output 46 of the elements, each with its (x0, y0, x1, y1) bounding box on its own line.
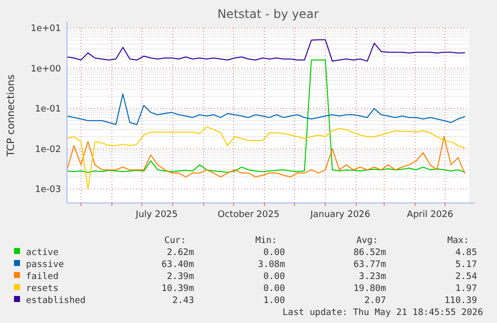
text: Min: (255, 236, 277, 246)
legend-label: established (26, 296, 86, 306)
text: 1.97 (455, 284, 477, 294)
text: 3.23m (358, 272, 386, 282)
text: 1.00 (263, 296, 285, 306)
text: 19.80m (353, 284, 386, 294)
text: 0.00 (263, 248, 285, 258)
y-tick-label: 1e-03 (35, 185, 61, 196)
line-series (66, 60, 466, 173)
text: 4.85 (455, 248, 477, 258)
legend-label: active (26, 248, 59, 258)
text: Avg: (356, 236, 378, 246)
x-tick-label: April 2026 (406, 210, 454, 220)
x-tick-label: July 2025 (134, 210, 178, 220)
text: 2.39m (166, 272, 194, 282)
y-tick-label: 1e+00 (30, 64, 62, 74)
line-series (66, 39, 466, 62)
text: Cur: (164, 236, 186, 246)
text: 10.39m (161, 284, 194, 294)
line-series (66, 93, 466, 126)
text: Max: (447, 236, 469, 246)
text: 3.08m (258, 260, 285, 270)
x-tick-label: October 2025 (218, 210, 280, 220)
y-tick-label: 1e-02 (35, 144, 61, 155)
text: 110.39 (444, 296, 477, 306)
y-axis-title: TCP connections (6, 74, 17, 158)
legend-label: passive (26, 260, 64, 270)
x-tick-label: January 2026 (309, 210, 371, 220)
line-series (66, 126, 466, 190)
text: 2.07 (364, 296, 386, 306)
text: 0.00 (263, 284, 285, 294)
text: 63.77m (353, 260, 386, 270)
text: Last update: Thu May 21 18:45:55 2026 (282, 308, 483, 318)
y-tick-label: 1e+01 (30, 24, 61, 34)
legend-label: resets (26, 284, 59, 294)
text: 86.52m (353, 248, 386, 258)
text: 2.54 (455, 272, 477, 282)
line-series (66, 136, 466, 178)
text: 2.43 (172, 296, 194, 306)
legend-label: failed (26, 272, 59, 282)
text: 5.17 (455, 260, 477, 270)
y-tick-label: 1e-01 (35, 104, 61, 115)
text: 63.40m (161, 260, 194, 270)
text: 0.00 (263, 272, 285, 282)
chart-title: Netstat - by year (217, 7, 319, 21)
text: 2.62m (166, 248, 194, 258)
